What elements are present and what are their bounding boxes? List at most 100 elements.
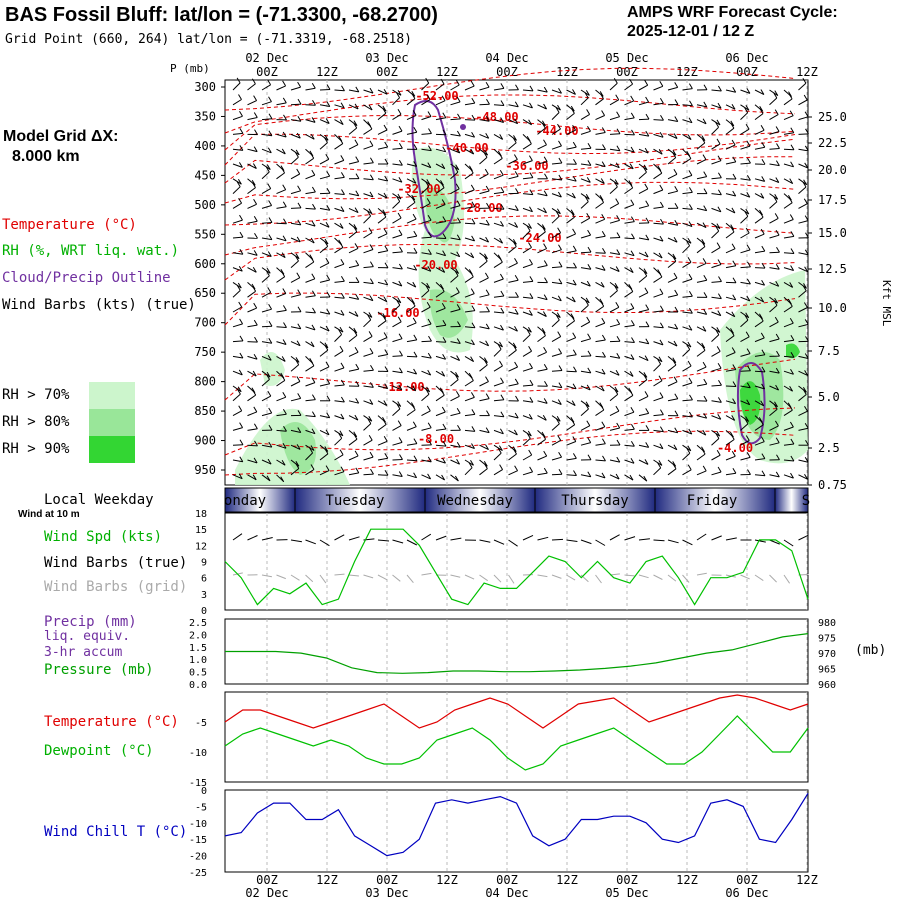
- wind-barb-flag: [485, 393, 490, 399]
- wind-barb-flag: [601, 438, 606, 445]
- weekday-segment: [534, 487, 656, 513]
- wind-barb-flag: [674, 427, 679, 434]
- wind-barb-flag: [761, 470, 766, 476]
- wind-barb: [406, 281, 417, 288]
- wind-barb-flag: [442, 423, 447, 430]
- wind-barb-flag: [717, 189, 722, 196]
- wind-barb-flag: [295, 460, 300, 467]
- wind-barb-flag: [585, 193, 590, 200]
- wind-barb: [580, 251, 592, 254]
- wind-barb-flag: [281, 148, 286, 155]
- wind-barb-flag: [369, 278, 374, 284]
- wind-barb-true: [406, 539, 418, 546]
- wind-barb: [551, 311, 561, 319]
- wind-barb: [551, 385, 562, 389]
- wind-barb-flag: [643, 270, 648, 277]
- wind-barb: [783, 163, 794, 168]
- wind-barb: [522, 247, 532, 254]
- wind-barb: [363, 249, 374, 254]
- wind-barb: [479, 252, 488, 260]
- wind-barb: [290, 341, 301, 347]
- wind-barb: [667, 468, 677, 476]
- wind-barb-flag: [267, 251, 272, 257]
- wind-barb-flag: [471, 131, 476, 138]
- wind-barb-flag: [280, 269, 285, 275]
- panel-tick-label: 15: [195, 525, 207, 536]
- wind-barb-flag: [283, 426, 287, 432]
- wind-barb-flag: [572, 89, 576, 95]
- rh-region: [740, 381, 761, 425]
- wind-barb-flag: [544, 381, 548, 387]
- wind-barb-flag: [715, 433, 720, 439]
- temperature-contour-label: -52.00: [415, 89, 458, 103]
- wind-barb-flag: [267, 355, 272, 361]
- wind-barb: [493, 278, 504, 283]
- wind-barb: [740, 385, 751, 389]
- wind-barb: [667, 173, 678, 180]
- wind-barb-flag: [644, 459, 649, 465]
- wind-barb: [783, 322, 794, 328]
- wind-barb-flag: [673, 236, 678, 243]
- wind-barb: [754, 320, 764, 328]
- wind-barb: [464, 413, 475, 417]
- wind-barb: [261, 395, 272, 402]
- wind-barb: [522, 384, 534, 387]
- wind-barb: [406, 178, 417, 184]
- wind-barb-flag: [368, 104, 373, 111]
- wind-barb-flag: [645, 96, 650, 103]
- wind-barb-flag: [629, 390, 634, 396]
- wind-barb-grid: [479, 574, 488, 582]
- wind-barb: [783, 385, 793, 392]
- wind-barb: [653, 429, 664, 433]
- wind-barb: [464, 119, 476, 121]
- wind-barb-flag: [455, 371, 459, 378]
- wind-barb: [290, 397, 301, 402]
- wind-barb-flag: [251, 283, 256, 290]
- wind-barb-grid: [595, 574, 602, 584]
- wind-barb: [667, 133, 678, 139]
- wind-barb: [769, 425, 779, 431]
- wind-barb: [334, 104, 345, 109]
- precip-liq-label: liq. equiv.: [44, 629, 131, 644]
- rh80-swatch: [89, 409, 135, 436]
- wind-barb-flag: [703, 412, 708, 419]
- wind-barb: [363, 456, 374, 461]
- wind-barb: [348, 119, 358, 126]
- wind-barb-flag: [761, 383, 766, 390]
- wind-barb: [696, 119, 707, 125]
- wind-barb-flag: [802, 386, 807, 393]
- wind-barb-flag: [529, 102, 533, 109]
- wind-barb: [421, 163, 431, 169]
- wind-barb: [305, 295, 316, 298]
- wind-barb: [609, 237, 621, 239]
- wind-barb-grid: [537, 574, 548, 578]
- wind-barb: [348, 415, 359, 421]
- wind-barb-flag: [702, 258, 707, 264]
- wind-barb-flag: [687, 464, 692, 471]
- panel-tick-label: -15: [189, 835, 207, 846]
- wind-barb: [334, 437, 343, 446]
- wind-barb: [653, 467, 662, 476]
- wind-barb: [348, 326, 358, 334]
- wind-barb-flag: [238, 94, 242, 100]
- wind-barb-flag: [746, 244, 751, 251]
- rh90-label: RH > 90%: [2, 441, 70, 457]
- pressure-tick-label: 300: [194, 80, 216, 94]
- wind-barb-flag: [600, 281, 605, 288]
- wind-barb-flag: [601, 265, 606, 271]
- wind-barb-flag: [630, 320, 635, 326]
- wind-barb: [479, 444, 489, 451]
- wind-barb: [595, 370, 606, 375]
- wind-barb-true: [319, 539, 330, 547]
- wind-barb: [406, 459, 418, 462]
- wind-barb: [653, 133, 664, 138]
- wind-barb-flag: [672, 256, 677, 262]
- wind-barb-flag: [804, 145, 809, 152]
- wind-barb-flag: [383, 192, 388, 199]
- wind-barb: [522, 143, 532, 150]
- wind-barb-flag: [296, 376, 301, 382]
- wind-barb-flag: [238, 473, 243, 479]
- wind-barb: [363, 423, 372, 431]
- wind-barb: [334, 415, 345, 420]
- wind-barb: [276, 429, 287, 432]
